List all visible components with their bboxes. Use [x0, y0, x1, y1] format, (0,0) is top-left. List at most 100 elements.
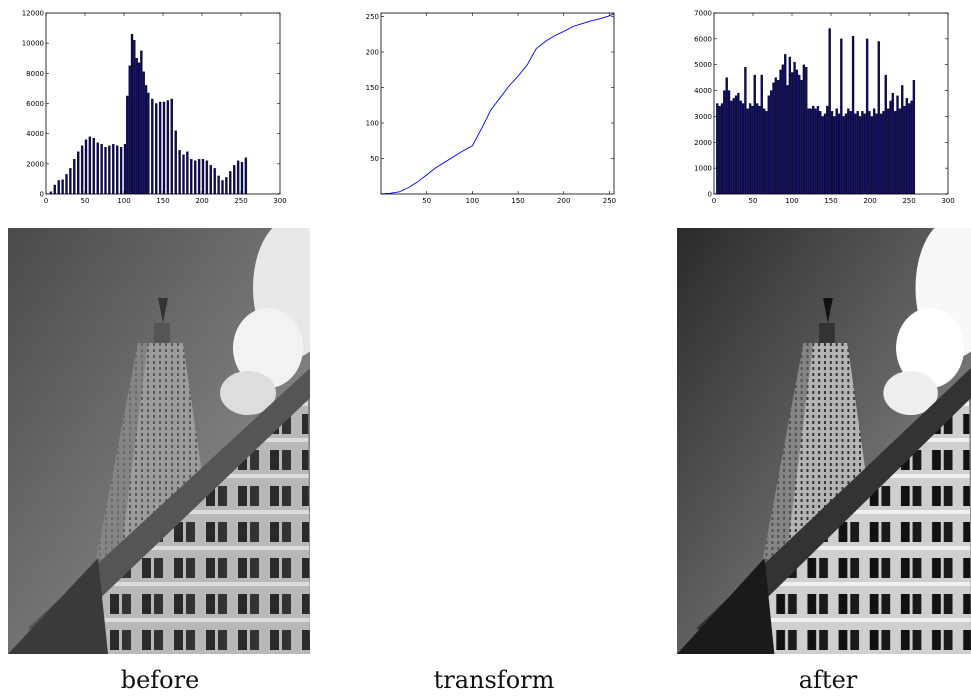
after-bar [777, 80, 780, 195]
before-bar [73, 159, 76, 195]
transform-ytick-label: 50 [370, 155, 379, 163]
before-bar [190, 159, 193, 195]
after-bar [835, 108, 838, 195]
after-bar [823, 113, 827, 195]
before-bar [104, 147, 107, 195]
after-bar [730, 100, 733, 195]
before-bar [147, 92, 150, 195]
transform-ytick-label: 200 [366, 49, 379, 57]
after-bar [753, 74, 756, 195]
after-bar [849, 111, 852, 195]
after-bar [865, 38, 869, 195]
before-bar [213, 168, 216, 195]
after-bar [800, 80, 803, 195]
after-bar [784, 54, 787, 195]
after-bar [809, 108, 813, 195]
after-bar [842, 116, 845, 195]
transform-xtick-label: 150 [511, 197, 524, 205]
before-bar [178, 150, 181, 195]
after-bar [889, 100, 892, 195]
after-bar [877, 41, 880, 195]
after-bar [748, 103, 752, 195]
after-bar [725, 77, 728, 195]
before-bar [84, 139, 88, 195]
after-bar [868, 111, 871, 195]
after-bar [872, 108, 876, 195]
after-bar [802, 64, 806, 195]
after-caption: after [798, 666, 858, 694]
after-bar [879, 113, 883, 195]
after-xtick-label: 300 [941, 197, 954, 205]
before-bar [116, 145, 119, 195]
after-bar [894, 111, 897, 195]
before-bar [221, 180, 224, 195]
before-bar [142, 71, 145, 195]
after-bar [896, 95, 899, 195]
after-bar [739, 100, 742, 195]
after-bar [819, 111, 822, 195]
before-xtick-label: 50 [81, 197, 90, 205]
after-bar [788, 56, 792, 195]
after-bar [828, 28, 831, 195]
before-bar [205, 160, 209, 195]
before-ytick-label: 10000 [22, 40, 44, 48]
before-bar [100, 144, 103, 195]
before-bar [128, 65, 131, 195]
after-bar [908, 103, 911, 195]
after-xtick-label: 150 [824, 197, 837, 205]
after-bar [755, 103, 759, 195]
before-bar [194, 160, 197, 195]
after-bar [781, 64, 785, 195]
transform-curve-plot: 50 100 150 200 250 50 100 150 200 250 [366, 12, 616, 205]
after-bar [779, 69, 782, 195]
after-bar [861, 111, 864, 195]
after-bar [741, 103, 745, 195]
before-ytick-label: 8000 [26, 70, 44, 78]
before-xtick-label: 150 [156, 197, 169, 205]
after-xtick-label: 250 [902, 197, 915, 205]
before-bar [240, 162, 244, 195]
transform-ytick-label: 100 [366, 120, 379, 128]
before-xtick-label: 250 [234, 197, 247, 205]
after-bar [858, 116, 862, 195]
before-bar [133, 39, 136, 195]
after-bar [767, 95, 770, 195]
before-ytick-label: 2000 [26, 160, 44, 168]
after-bar [886, 108, 890, 195]
after-xtick-label: 200 [863, 197, 876, 205]
after-bar [723, 90, 726, 195]
transform-ticks: 50 100 150 200 250 50 100 150 200 250 [366, 13, 616, 205]
after-bar [910, 100, 913, 195]
after-bar [856, 111, 859, 195]
after-bars [716, 28, 916, 195]
before-bar [80, 145, 84, 195]
before-bar [229, 171, 232, 195]
after-xtick-label: 50 [749, 197, 758, 205]
after-bar [786, 85, 789, 195]
before-bar [92, 138, 95, 195]
before-bar [53, 184, 56, 195]
before-bar [151, 98, 154, 195]
after-bar [816, 105, 820, 195]
after-bar [762, 108, 766, 195]
before-bar [236, 160, 240, 195]
before-xtick-label: 300 [273, 197, 286, 205]
before-bar [65, 174, 68, 195]
after-bar [758, 105, 761, 195]
after-bar [807, 108, 810, 195]
after-bar [901, 85, 904, 195]
before-bar [119, 147, 123, 195]
after-bar [798, 74, 801, 195]
before-ytick-label: 0 [40, 191, 44, 199]
transform-ytick-label: 150 [366, 84, 379, 92]
after-photo [677, 228, 971, 654]
after-bar [737, 92, 740, 195]
after-bar [891, 92, 895, 195]
after-ytick-label: 4000 [694, 87, 712, 95]
before-bar [77, 151, 80, 195]
transform-series-line [380, 13, 615, 195]
transform-xtick-label: 250 [603, 197, 616, 205]
before-bar [209, 165, 212, 195]
after-bar [769, 90, 773, 195]
before-ytick-label: 4000 [26, 130, 44, 138]
